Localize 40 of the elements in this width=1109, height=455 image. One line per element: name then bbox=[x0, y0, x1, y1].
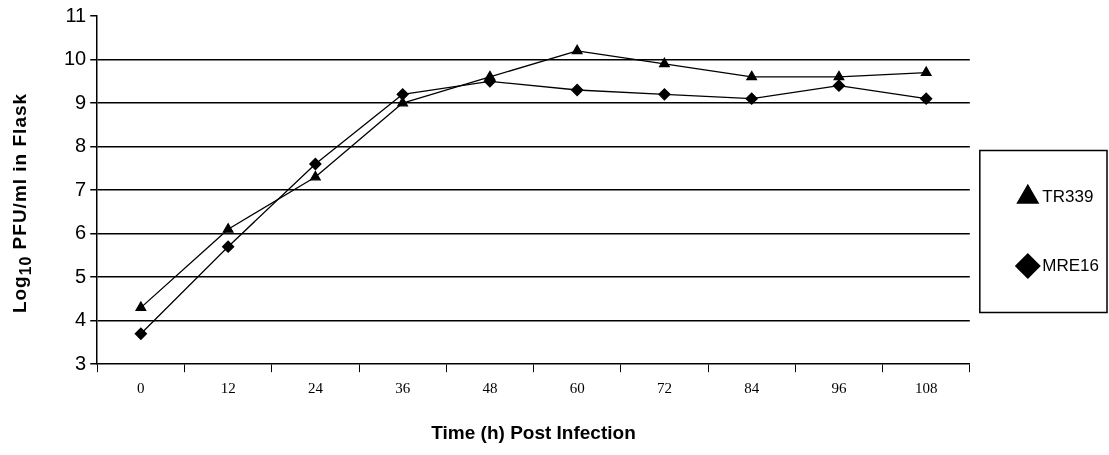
x-tick-label: 24 bbox=[307, 380, 324, 397]
point bbox=[135, 301, 147, 312]
y-tick-label: 5 bbox=[75, 264, 87, 287]
point bbox=[920, 66, 932, 76]
point bbox=[832, 79, 846, 92]
legend-label: MRE16 bbox=[1042, 255, 1099, 275]
legend-label: TR339 bbox=[1042, 186, 1094, 206]
point bbox=[745, 92, 758, 105]
point bbox=[309, 157, 322, 171]
point bbox=[833, 70, 845, 81]
point bbox=[571, 83, 584, 97]
point bbox=[396, 88, 409, 101]
y-tick-label: 8 bbox=[75, 134, 87, 157]
point bbox=[221, 240, 235, 253]
x-tick-label: 0 bbox=[137, 380, 145, 397]
point bbox=[134, 327, 148, 340]
x-axis-title: Time (h) Post Infection bbox=[431, 421, 636, 443]
point bbox=[746, 70, 758, 81]
y-tick-label: 7 bbox=[75, 177, 87, 200]
y-tick-label: 4 bbox=[75, 308, 87, 331]
point bbox=[222, 223, 234, 233]
x-tick-label: 108 bbox=[914, 380, 938, 397]
point bbox=[920, 92, 933, 105]
point bbox=[659, 57, 670, 68]
x-tick-label: 12 bbox=[220, 380, 236, 397]
point bbox=[309, 170, 321, 181]
y-tick-label: 9 bbox=[75, 90, 87, 113]
x-tick-label: 48 bbox=[482, 380, 498, 397]
x-tick-label: 84 bbox=[744, 380, 760, 397]
x-tick-label: 36 bbox=[395, 380, 411, 397]
y-tick-label: 6 bbox=[75, 221, 87, 244]
y-tick-label: 3 bbox=[75, 351, 87, 374]
x-tick-label: 60 bbox=[569, 380, 585, 397]
y-tick-label: 10 bbox=[64, 47, 87, 70]
point bbox=[484, 70, 496, 81]
point bbox=[658, 88, 671, 101]
x-tick-label: 96 bbox=[831, 380, 847, 397]
point bbox=[571, 44, 583, 55]
y-tick-label: 11 bbox=[65, 3, 87, 26]
x-tick-label: 72 bbox=[656, 380, 672, 397]
